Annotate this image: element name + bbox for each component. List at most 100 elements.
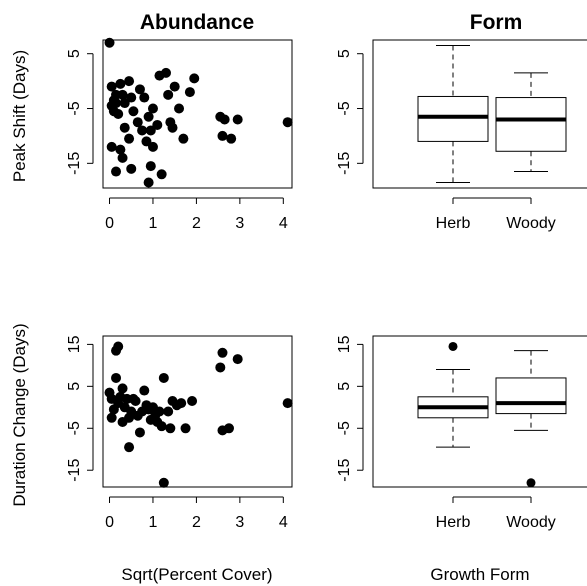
scatter-point: [165, 423, 176, 434]
y-tick-label: -5: [66, 421, 83, 435]
scatter-point: [147, 141, 158, 152]
scatter-point: [161, 67, 171, 78]
x-tick-label-herb: Herb: [436, 514, 471, 531]
scatter-point: [232, 114, 243, 125]
x-tick-label: 3: [235, 215, 244, 232]
x-tick-label-herb: Herb: [436, 215, 471, 232]
scatter-point: [119, 98, 130, 109]
plot-frame: [372, 39, 587, 189]
y-tick-label: -5: [336, 101, 353, 115]
y-tick-label: -15: [336, 459, 353, 482]
plot-frame: [102, 39, 293, 189]
plot-frame: [372, 335, 587, 488]
scatter-point: [139, 92, 150, 103]
scatter-point: [217, 347, 228, 358]
y-tick-label: -15: [66, 152, 83, 175]
iqr-box: [495, 97, 567, 152]
scatter-point: [163, 406, 174, 417]
scatter-point: [139, 385, 150, 396]
x-tick-label: 3: [235, 514, 244, 531]
y-tick-label: -5: [66, 101, 83, 115]
scatter-point: [117, 152, 128, 163]
scatter-point: [132, 117, 143, 128]
y-tick-label: 5: [66, 49, 83, 58]
scatter-point: [126, 163, 137, 174]
scatter-point: [134, 427, 145, 438]
scatter-point: [115, 144, 126, 155]
scatter-point: [115, 78, 126, 89]
ylabel-duration-change: Duration Change (Days): [10, 323, 29, 506]
scatter-point: [119, 122, 130, 133]
scatter-point: [141, 136, 152, 147]
scatter-point: [282, 117, 293, 128]
scatter-point: [145, 161, 156, 172]
scatter-point: [143, 177, 154, 188]
scatter-point: [158, 477, 169, 488]
scatter-point: [189, 73, 200, 84]
scatter-point: [217, 130, 228, 141]
x-tick-label-woody: Woody: [506, 215, 556, 232]
scatter-point: [167, 122, 178, 133]
scatter-point: [111, 166, 122, 177]
scatter-point: [130, 396, 141, 407]
scatter-point: [111, 372, 122, 383]
x-tick-label: 0: [105, 215, 114, 232]
scatter-point: [154, 406, 165, 417]
iqr-box: [417, 95, 489, 142]
scatter-point: [156, 421, 167, 432]
y-tick-label: 5: [66, 382, 83, 391]
x-tick-label: 0: [105, 514, 114, 531]
scatter-point: [111, 98, 122, 109]
scatter-point: [226, 133, 237, 144]
x-tick-label: 2: [192, 215, 201, 232]
scatter-point: [282, 398, 293, 409]
plot-frame: [102, 335, 293, 488]
panel-4: 15 5 -5 -15 Herb Woody: [336, 335, 587, 531]
panel-3: 15 5 -5 -15 0 1 2 3 4: [66, 335, 293, 531]
scatter-point: [128, 106, 139, 117]
x-tick-label: 4: [279, 514, 288, 531]
scatter-point: [113, 398, 124, 409]
y-tick-label: -15: [336, 152, 353, 175]
scatter-point: [152, 119, 163, 130]
scatter-point: [163, 89, 174, 100]
title-abundance: Abundance: [140, 11, 254, 34]
scatter-point: [126, 92, 137, 103]
x-tick-label: 1: [149, 514, 158, 531]
xlabel-growth-form: Growth Form: [430, 565, 529, 584]
panel-1: 5 -5 -15 0 1 2 3 4: [66, 37, 293, 232]
y-tick-label: -5: [336, 421, 353, 435]
scatter-point: [158, 372, 169, 383]
scatter-point: [174, 103, 185, 114]
x-tick-label-woody: Woody: [506, 514, 556, 531]
scatter-point: [117, 383, 128, 394]
scatter-point: [215, 362, 226, 373]
scatter-point: [184, 87, 195, 98]
scatter-point: [124, 133, 135, 144]
y-tick-label: 15: [336, 335, 353, 353]
scatter-point: [137, 125, 148, 136]
scatter-point: [176, 398, 187, 409]
outlier-point: [448, 341, 458, 351]
x-tick-label: 1: [149, 215, 158, 232]
scatter-point: [113, 341, 124, 352]
scatter-point: [224, 423, 234, 434]
scatter-point: [169, 81, 180, 92]
scatter-point: [147, 103, 158, 114]
scatter-point: [106, 412, 117, 423]
y-tick-label: -15: [66, 459, 83, 482]
scatter-point: [134, 84, 145, 95]
outlier-point: [526, 478, 536, 488]
scatter-point: [124, 76, 135, 87]
y-tick-label: 15: [66, 335, 83, 353]
ylabel-peak-shift: Peak Shift (Days): [10, 50, 29, 182]
x-tick-label: 2: [192, 514, 201, 531]
scatter-point: [143, 111, 154, 122]
scatter-point: [104, 37, 115, 48]
scatter-point: [180, 423, 191, 434]
y-tick-label: 5: [336, 382, 353, 391]
scatter-point: [219, 114, 230, 125]
scatter-point: [117, 416, 128, 427]
title-form: Form: [470, 11, 523, 34]
